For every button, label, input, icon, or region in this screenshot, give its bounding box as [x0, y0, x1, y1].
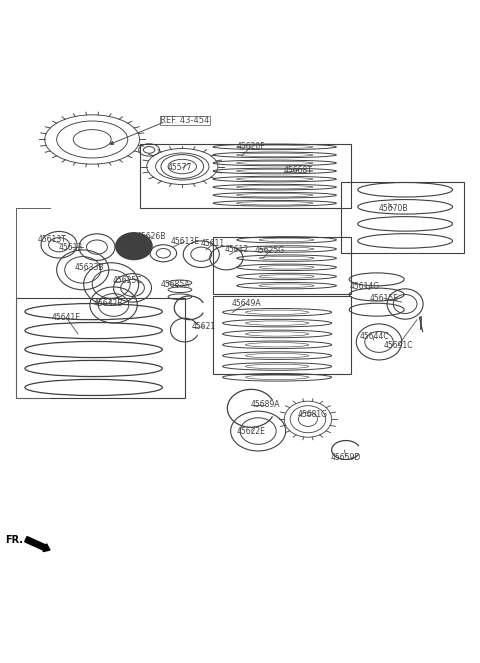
FancyArrow shape	[24, 536, 50, 552]
Text: 45644C: 45644C	[360, 332, 389, 341]
Text: 45622E: 45622E	[237, 426, 265, 436]
Text: 45613: 45613	[59, 243, 83, 252]
Text: 45611: 45611	[201, 239, 225, 248]
Text: FR.: FR.	[5, 535, 24, 545]
Text: 45614G: 45614G	[350, 282, 380, 291]
Text: 45681G: 45681G	[298, 410, 328, 419]
Text: 45659D: 45659D	[331, 453, 361, 461]
Text: 45626B: 45626B	[137, 232, 166, 241]
Text: 45691C: 45691C	[383, 341, 413, 350]
Text: 45632B: 45632B	[94, 298, 123, 308]
Text: 45641E: 45641E	[52, 313, 81, 322]
Text: 45649A: 45649A	[231, 298, 261, 308]
Text: 45620F: 45620F	[237, 142, 265, 151]
Text: 45625C: 45625C	[113, 276, 143, 285]
Text: 45685A: 45685A	[160, 280, 190, 288]
Text: 45612: 45612	[225, 245, 249, 255]
Text: 45689A: 45689A	[251, 400, 280, 410]
Text: 45625G: 45625G	[255, 247, 285, 255]
Text: 45577: 45577	[168, 164, 192, 172]
Ellipse shape	[116, 233, 152, 259]
Text: 45613T: 45613T	[37, 235, 66, 245]
Text: 45613E: 45613E	[170, 237, 199, 246]
Text: 45668T: 45668T	[284, 166, 313, 175]
Text: 45633B: 45633B	[75, 263, 105, 272]
Text: 45621: 45621	[192, 322, 216, 332]
Text: 45670B: 45670B	[379, 204, 408, 213]
Text: REF. 43-454: REF. 43-454	[160, 116, 209, 125]
Text: 45615E: 45615E	[369, 294, 398, 303]
